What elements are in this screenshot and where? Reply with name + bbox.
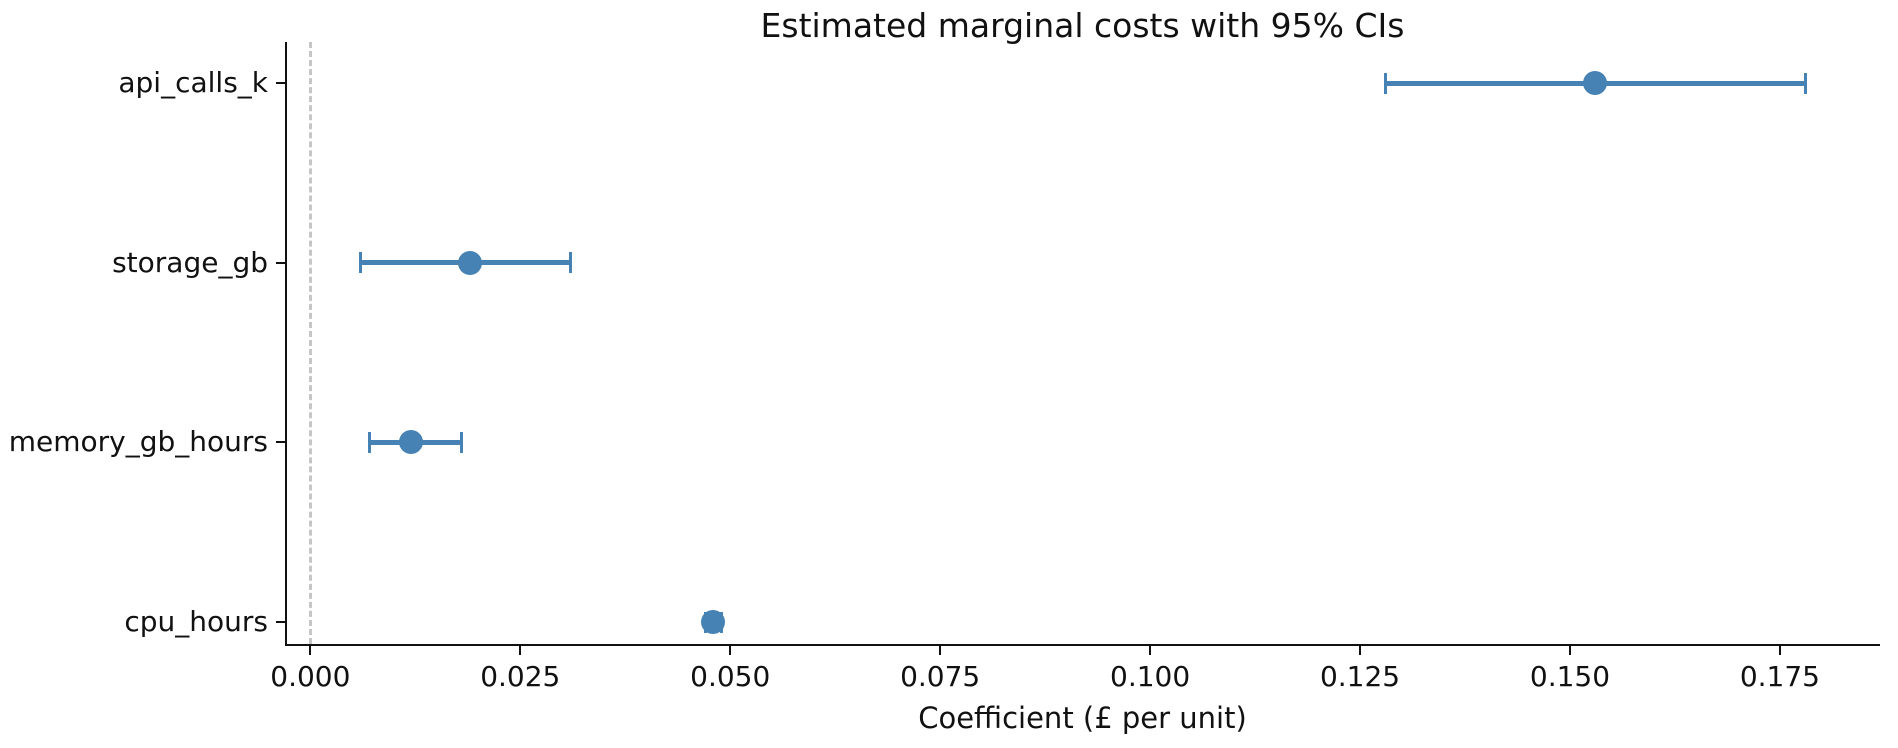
x-axis-tick (519, 646, 522, 655)
data-point-memory_gb_hours (399, 430, 424, 455)
x-tick-label: 0.075 (900, 660, 981, 693)
ci-cap-high-api_calls_k (1803, 72, 1807, 94)
y-tick-label-storage_gb: storage_gb (112, 245, 268, 279)
y-axis-tick (276, 441, 285, 444)
y-axis-tick (276, 82, 285, 84)
y-tick-label-memory_gb_hours: memory_gb_hours (8, 425, 268, 459)
x-tick-label: 0.150 (1529, 660, 1611, 693)
y-axis-tick (276, 261, 285, 264)
ci-cap-low-storage_gb (359, 252, 363, 274)
x-tick-label: 0.025 (480, 660, 561, 693)
x-tick-label: 0.050 (690, 660, 771, 693)
x-tick-label: 0.125 (1319, 660, 1401, 693)
zero-reference-line (308, 42, 312, 644)
ci-cap-low-api_calls_k (1383, 72, 1387, 94)
ci-cap-high-memory_gb_hours (460, 431, 463, 453)
x-axis-tick (1359, 646, 1362, 655)
data-point-api_calls_k (1583, 71, 1608, 95)
chart-title: Estimated marginal costs with 95% CIs (760, 6, 1405, 45)
data-point-cpu_hours (701, 610, 726, 634)
ci-cap-high-storage_gb (569, 252, 573, 274)
x-tick-label: 0.100 (1110, 660, 1191, 693)
ci-cap-low-memory_gb_hours (367, 431, 371, 453)
data-point-storage_gb (457, 250, 482, 275)
y-tick-label-cpu_hours: cpu_hours (124, 605, 268, 638)
x-axis-spine (285, 644, 1880, 646)
x-axis-tick (1149, 646, 1152, 655)
x-axis-tick (1778, 646, 1781, 655)
x-tick-label: 0.000 (270, 660, 351, 693)
x-axis-tick (1568, 646, 1571, 655)
y-axis-tick (276, 621, 285, 623)
x-axis-tick (729, 646, 732, 655)
y-axis-spine (285, 42, 287, 646)
x-tick-label: 0.175 (1739, 660, 1820, 693)
x-axis-tick (939, 646, 942, 655)
x-axis-label: Coefficient (£ per unit) (918, 701, 1247, 735)
x-axis-tick (309, 646, 312, 655)
y-tick-label-api_calls_k: api_calls_k (118, 66, 268, 99)
